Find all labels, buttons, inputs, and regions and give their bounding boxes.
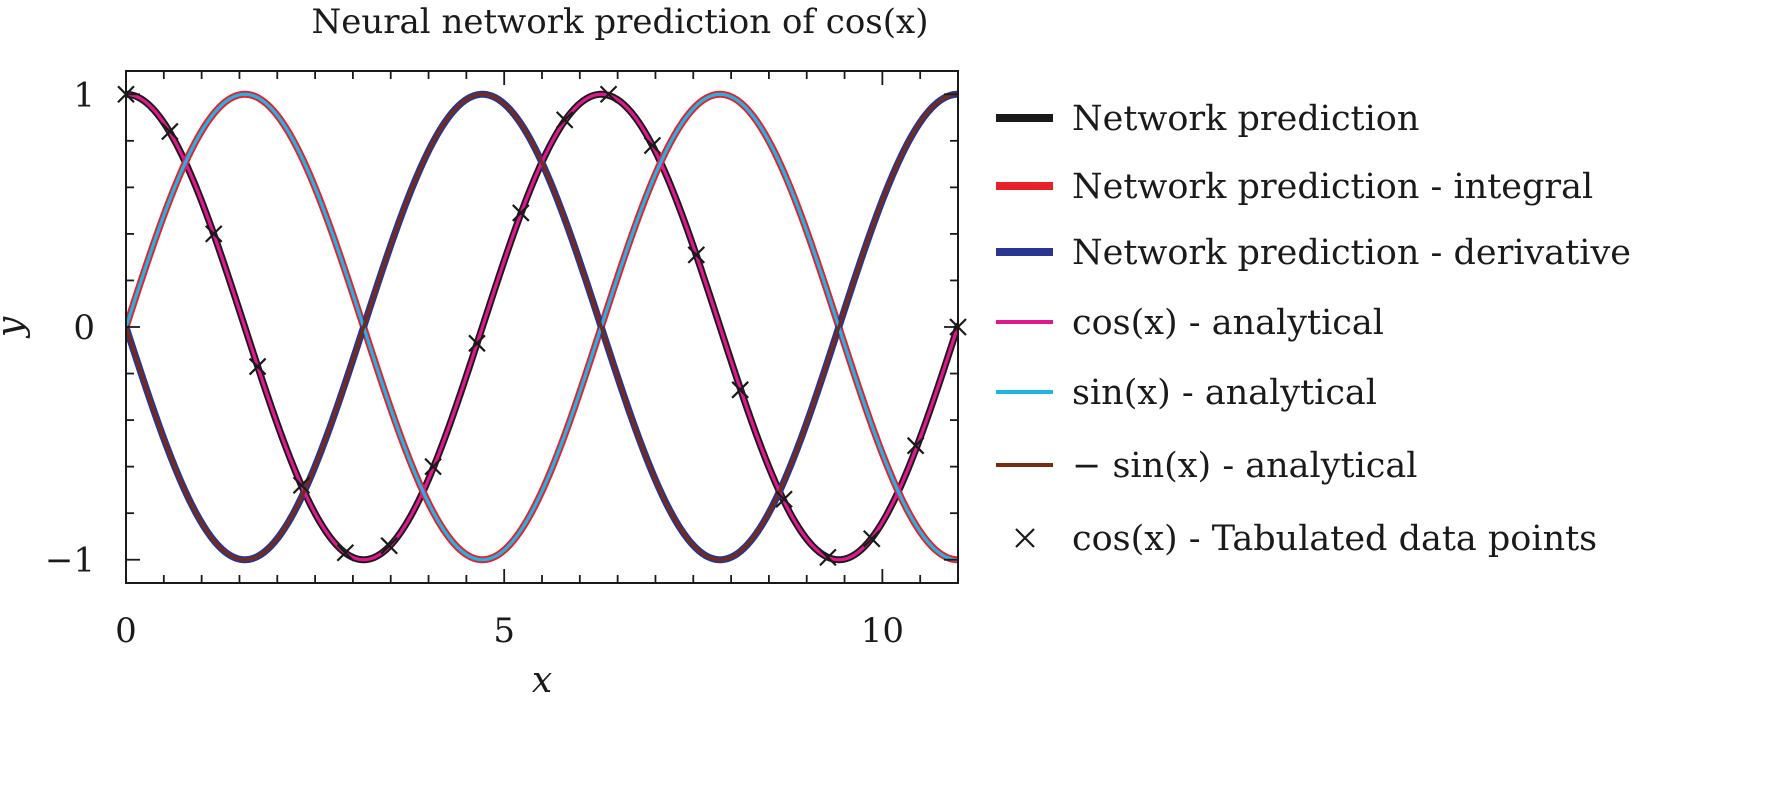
y-tick-label: 0 — [73, 308, 95, 348]
data-point-marker — [862, 530, 881, 548]
legend-marker — [1015, 528, 1035, 548]
data-point-marker — [731, 381, 749, 399]
x-tick-label: 0 — [115, 611, 137, 651]
data-point-marker — [599, 85, 618, 104]
data-point-marker — [248, 357, 267, 376]
x-tick-label: 5 — [493, 611, 515, 651]
legend-label: Network prediction - integral — [1072, 167, 1593, 207]
legend-label: cos(x) - Tabulated data points — [1072, 519, 1597, 559]
y-tick-labels: 1 0 −1 — [45, 75, 95, 580]
chart-title: Neural network prediction of cos(x) — [312, 2, 929, 42]
y-tick-label: 1 — [73, 75, 95, 115]
legend: Network prediction Network prediction - i… — [996, 99, 1631, 559]
data-point-marker — [424, 457, 442, 476]
plot-area: 0 5 10 10−1 — [45, 70, 967, 651]
data-markers — [117, 85, 967, 567]
legend-label: Network prediction — [1072, 99, 1419, 139]
data-point-marker — [161, 122, 179, 141]
data-point-marker — [336, 543, 355, 562]
plot-frame — [125, 70, 959, 584]
series-line-5 — [126, 92, 958, 562]
data-point-marker — [819, 548, 837, 567]
data-point-marker — [512, 204, 530, 222]
legend-label: cos(x) - analytical — [1072, 303, 1384, 343]
legend-label: Network prediction - derivative — [1072, 233, 1631, 273]
data-point-marker — [468, 334, 486, 353]
y-axis-label: y — [0, 316, 31, 339]
data-point-marker — [380, 536, 398, 555]
legend-item-cos-x-tabulated-data-points: cos(x) - Tabulated data points — [1015, 519, 1597, 559]
series-line-6 — [126, 92, 958, 562]
legend-item-cos-x-analytical: cos(x) - analytical — [996, 303, 1384, 343]
legend-item-network-prediction-derivative: Network prediction - derivative — [996, 233, 1631, 273]
data-point-marker — [775, 490, 793, 508]
legend-label: sin(x) - analytical — [1072, 373, 1377, 413]
x-axis-label: x — [532, 660, 552, 701]
y-tick-label: −1 — [45, 541, 95, 581]
series-lines — [126, 90, 958, 564]
data-point-marker — [643, 136, 662, 155]
x-tick-labels: 0 5 10 — [115, 611, 904, 651]
legend-item-sin-x-analytical: − sin(x) - analytical — [996, 446, 1417, 486]
tick-marks — [125, 71, 959, 583]
legend-label: − sin(x) - analytical — [1072, 446, 1417, 486]
legend-item-sin-x-analytical: sin(x) - analytical — [996, 373, 1377, 413]
data-point-marker — [292, 476, 311, 495]
data-point-marker — [906, 436, 925, 455]
data-point-marker — [555, 111, 574, 129]
data-point-marker — [687, 246, 706, 264]
legend-item-network-prediction-integral: Network prediction - integral — [996, 167, 1593, 207]
data-point-marker — [204, 225, 223, 243]
x-tick-label: 10 — [861, 611, 904, 651]
legend-item-network-prediction: Network prediction — [996, 99, 1419, 139]
